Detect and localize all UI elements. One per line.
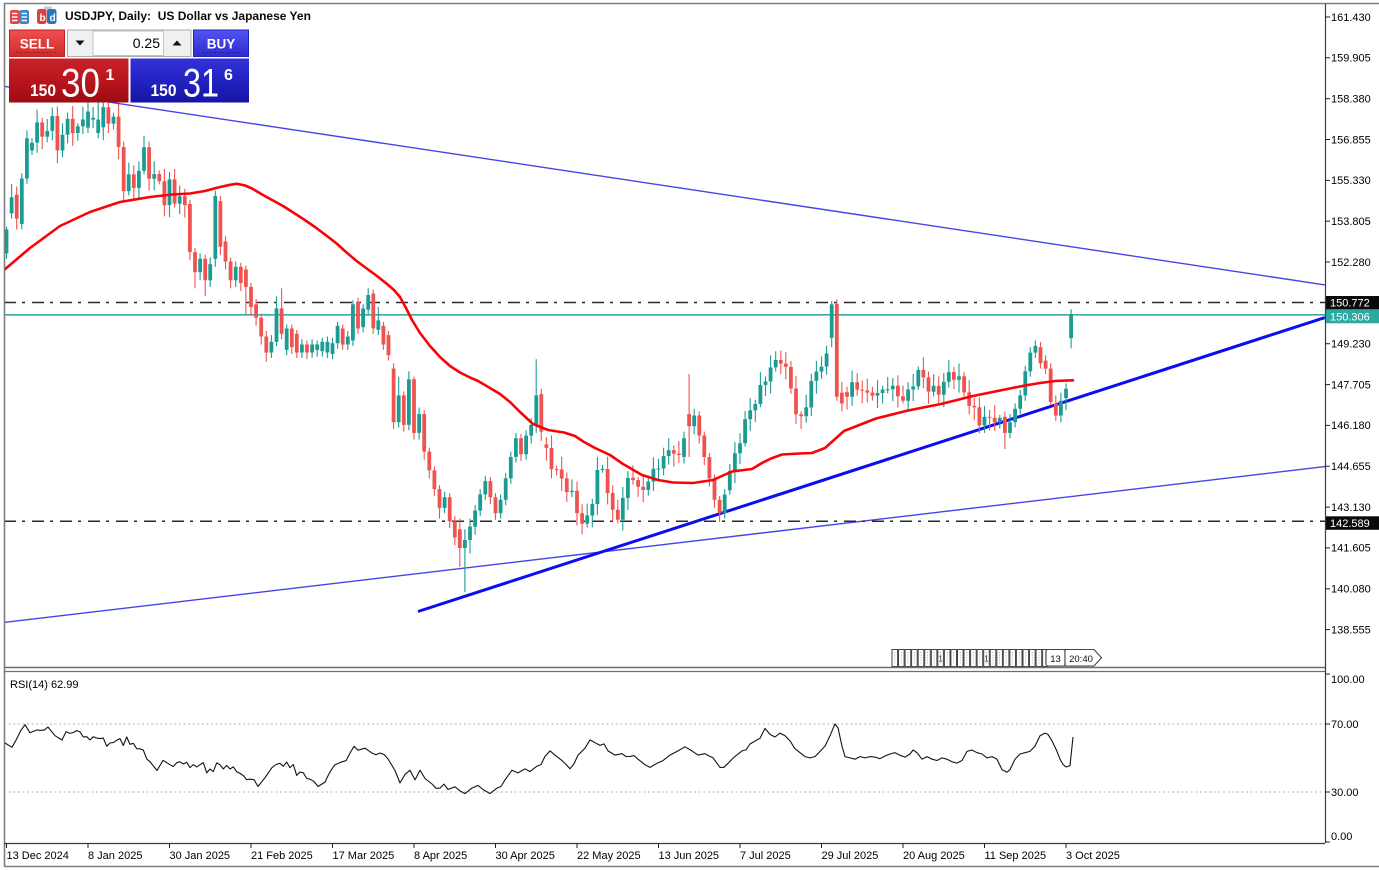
svg-text:150.306: 150.306 (1330, 311, 1370, 323)
svg-text:b: b (40, 13, 46, 24)
svg-text:d: d (50, 13, 56, 24)
svg-text:30: 30 (61, 62, 100, 106)
svg-text:70.00: 70.00 (1331, 719, 1359, 731)
svg-text:138.555: 138.555 (1331, 624, 1371, 636)
svg-text:0.00: 0.00 (1331, 831, 1352, 843)
svg-text:17 Mar 2025: 17 Mar 2025 (333, 850, 395, 862)
svg-text:20:40: 20:40 (1069, 654, 1093, 665)
svg-text:29 Jul 2025: 29 Jul 2025 (822, 850, 879, 862)
svg-text:156.855: 156.855 (1331, 134, 1371, 146)
svg-text:149.230: 149.230 (1331, 339, 1371, 351)
svg-text:30 Jan 2025: 30 Jan 2025 (170, 850, 231, 862)
svg-text:140.080: 140.080 (1331, 584, 1371, 596)
svg-text:7 Jul 2025: 7 Jul 2025 (740, 850, 791, 862)
svg-text:0.25: 0.25 (133, 35, 160, 51)
svg-text:143.130: 143.130 (1331, 502, 1371, 514)
svg-text:20 Aug 2025: 20 Aug 2025 (903, 850, 965, 862)
svg-text:11 Sep 2025: 11 Sep 2025 (985, 850, 1047, 862)
svg-text:21 Feb 2025: 21 Feb 2025 (251, 850, 313, 862)
svg-text:100.00: 100.00 (1331, 674, 1365, 686)
svg-text:147.705: 147.705 (1331, 379, 1371, 391)
svg-text:142.589: 142.589 (1330, 518, 1370, 530)
svg-text:1: 1 (106, 67, 115, 84)
svg-text:BUY: BUY (207, 37, 236, 52)
svg-text:8 Apr 2025: 8 Apr 2025 (414, 850, 467, 862)
svg-text:SELL: SELL (20, 37, 55, 52)
svg-text:13: 13 (1050, 654, 1061, 665)
svg-text:RSI(14) 62.99: RSI(14) 62.99 (10, 679, 78, 691)
svg-text:146.180: 146.180 (1331, 420, 1371, 432)
svg-text:150.772: 150.772 (1330, 298, 1370, 310)
svg-text:158.380: 158.380 (1331, 94, 1371, 106)
svg-text:161.430: 161.430 (1331, 12, 1371, 24)
svg-text:USDJPY, Daily: US Dollar vs J: USDJPY, Daily: US Dollar vs Japanese Yen (65, 9, 311, 23)
svg-text:159.905: 159.905 (1331, 53, 1371, 65)
svg-text:30 Apr 2025: 30 Apr 2025 (496, 850, 555, 862)
svg-text:22 May 2025: 22 May 2025 (577, 850, 641, 862)
svg-text:1: 1 (984, 655, 989, 664)
svg-text:144.655: 144.655 (1331, 461, 1371, 473)
svg-text:13 Jun 2025: 13 Jun 2025 (659, 850, 720, 862)
svg-text:150: 150 (30, 81, 56, 100)
svg-text:155.330: 155.330 (1331, 175, 1371, 187)
svg-text:3 Oct 2025: 3 Oct 2025 (1066, 850, 1120, 862)
svg-text:6: 6 (224, 67, 233, 84)
svg-text:153.805: 153.805 (1331, 216, 1371, 228)
svg-text:152.280: 152.280 (1331, 257, 1371, 269)
svg-text:150: 150 (151, 81, 177, 100)
svg-text:141.605: 141.605 (1331, 543, 1371, 555)
svg-text:13 Dec 2024: 13 Dec 2024 (7, 850, 69, 862)
svg-text:8 Jan 2025: 8 Jan 2025 (88, 850, 142, 862)
svg-text:30.00: 30.00 (1331, 787, 1359, 799)
svg-text:31: 31 (183, 62, 219, 106)
svg-text:1: 1 (938, 655, 943, 664)
